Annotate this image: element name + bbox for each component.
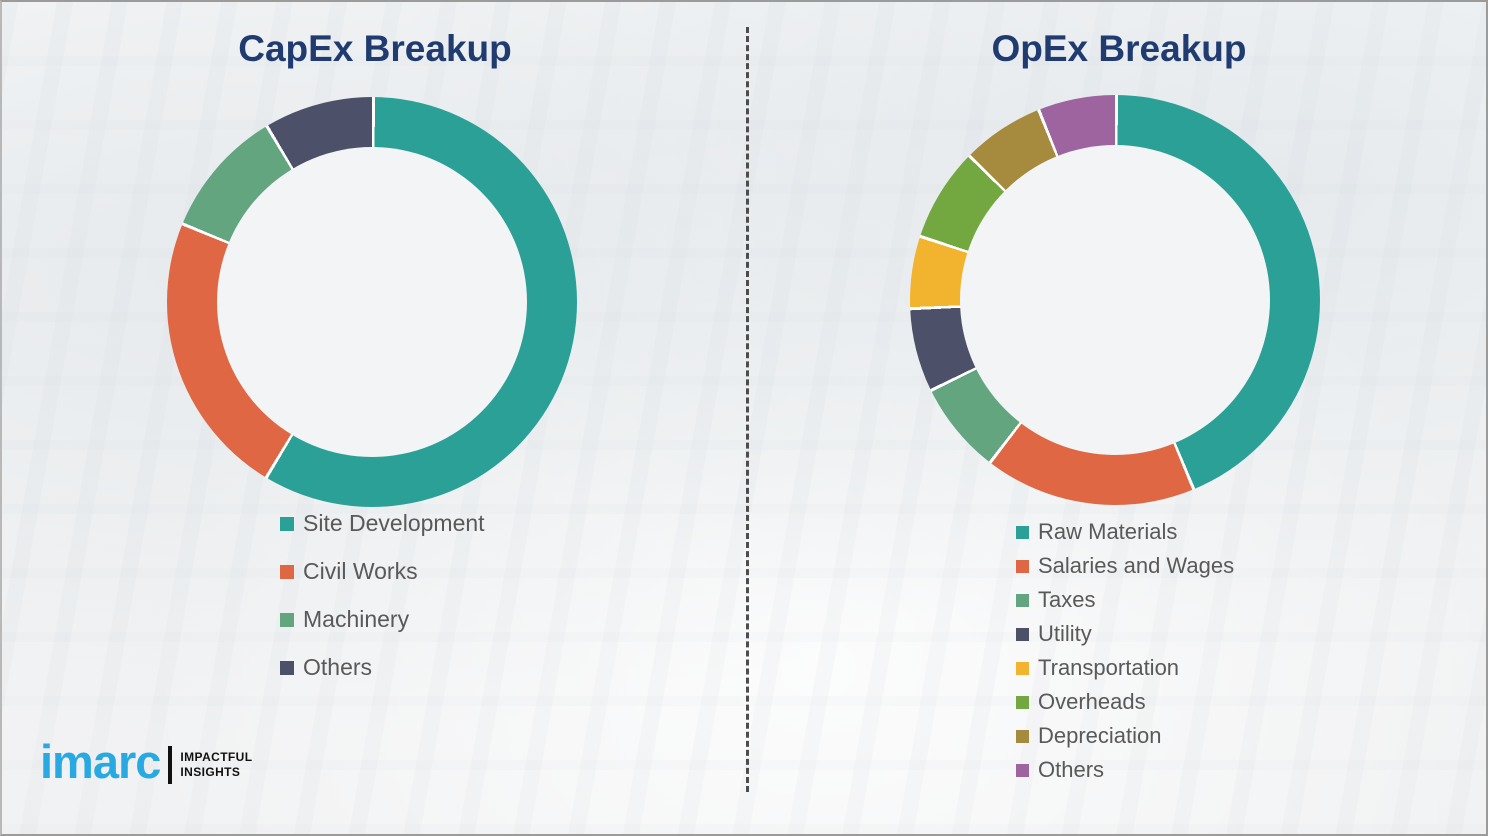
legend-label: Depreciation: [1038, 723, 1162, 748]
capex-legend: Site Development Civil Works Machinery Othe…: [280, 510, 485, 702]
imarc-logo-wordmark: imarc: [40, 735, 161, 788]
capex-chart-title: CapEx Breakup: [238, 28, 512, 69]
imarc-logo-tagline: IMPACTFUL INSIGHTS: [180, 750, 252, 780]
imarc-logo-divider-bar: [168, 745, 173, 784]
legend-swatch: [280, 564, 294, 579]
legend-swatch: [1016, 661, 1029, 675]
opex-chart-title: OpEx Breakup: [991, 28, 1247, 69]
legend-swatch: [1016, 729, 1029, 743]
legend-item: Utility: [1016, 621, 1234, 647]
legend-swatch: [1016, 559, 1029, 573]
legend-label: Transportation: [1038, 655, 1180, 680]
capex-donut-chart: [167, 97, 577, 507]
imarc-tagline-line1: IMPACTFUL: [180, 749, 253, 764]
capex-donut-hole: [217, 147, 527, 457]
legend-item: Depreciation: [1016, 723, 1234, 749]
legend-swatch: [1016, 525, 1029, 539]
opex-legend: Raw Materials Salaries and Wages Taxes Util…: [1016, 519, 1234, 791]
legend-item: Site Development: [280, 510, 485, 537]
legend-label: Civil Works: [303, 558, 418, 584]
imarc-logo: imarc IMPACTFUL INSIGHTS: [40, 738, 252, 785]
dashed-divider: [746, 27, 749, 792]
legend-label: Raw Materials: [1038, 519, 1178, 544]
legend-item: Raw Materials: [1016, 519, 1234, 545]
opex-donut-hole: [960, 145, 1270, 455]
legend-swatch: [280, 660, 294, 675]
legend-swatch: [280, 516, 294, 531]
legend-label: Others: [1038, 757, 1105, 782]
legend-item: Civil Works: [280, 558, 485, 585]
legend-swatch: [1016, 763, 1029, 777]
imarc-tagline-line2: INSIGHTS: [180, 764, 241, 779]
legend-item: Salaries and Wages: [1016, 553, 1234, 579]
legend-label: Machinery: [303, 606, 410, 632]
legend-swatch: [280, 612, 294, 627]
legend-item: Taxes: [1016, 587, 1234, 613]
legend-item: Others: [280, 654, 485, 681]
legend-swatch: [1016, 593, 1029, 607]
opex-donut-chart: [910, 95, 1320, 505]
legend-label: Utility: [1038, 621, 1092, 646]
legend-label: Site Development: [303, 510, 485, 536]
legend-item: Overheads: [1016, 689, 1234, 715]
legend-swatch: [1016, 627, 1029, 641]
legend-label: Taxes: [1038, 587, 1096, 612]
legend-label: Overheads: [1038, 689, 1146, 714]
legend-item: Others: [1016, 757, 1234, 783]
legend-item: Machinery: [280, 606, 485, 633]
legend-label: Others: [303, 654, 373, 680]
legend-item: Transportation: [1016, 655, 1234, 681]
legend-swatch: [1016, 695, 1029, 709]
legend-label: Salaries and Wages: [1038, 553, 1235, 578]
